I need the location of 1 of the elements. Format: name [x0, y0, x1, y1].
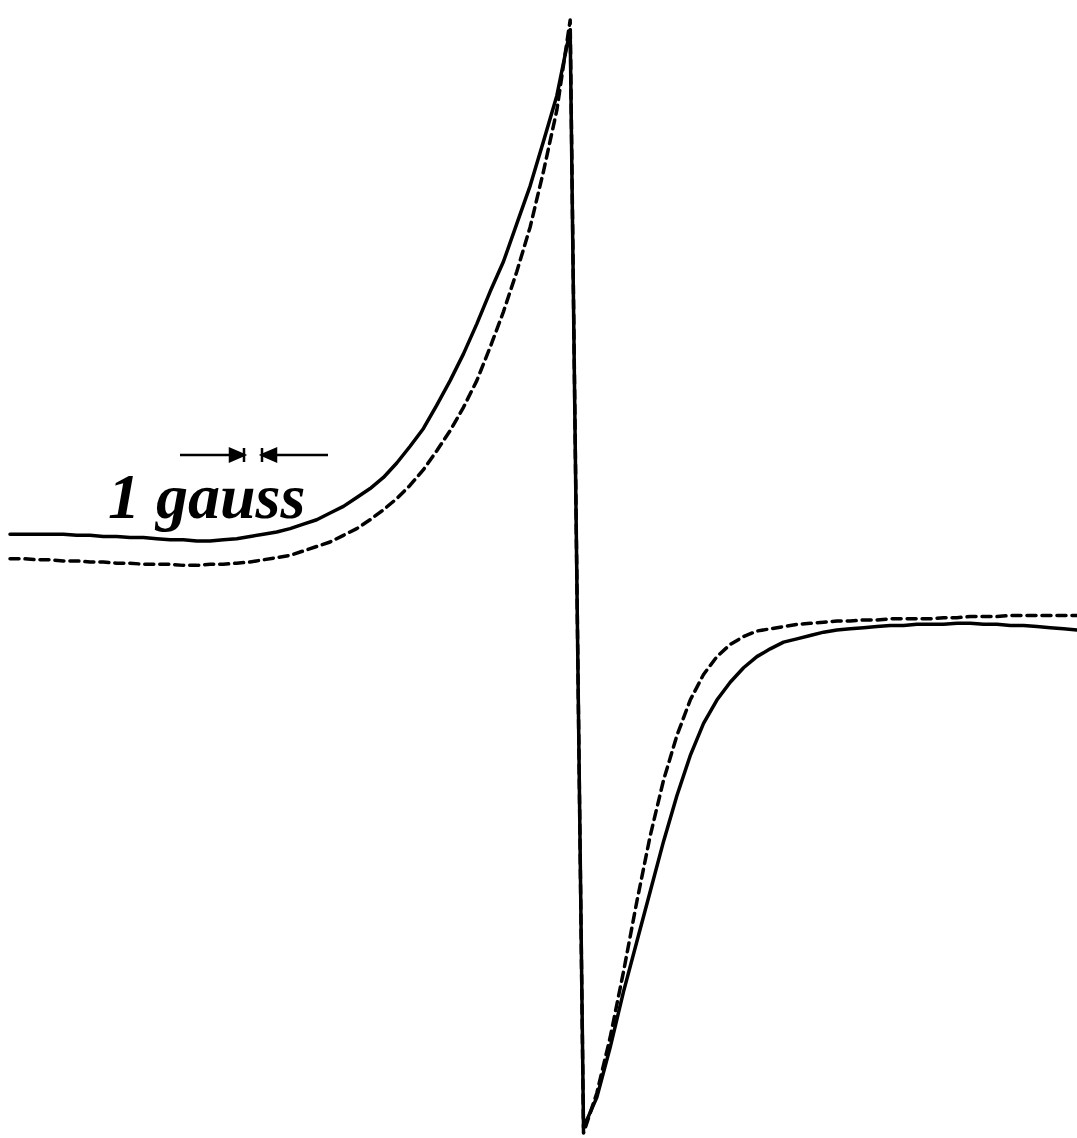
annotation: 1 gauss: [108, 461, 306, 532]
